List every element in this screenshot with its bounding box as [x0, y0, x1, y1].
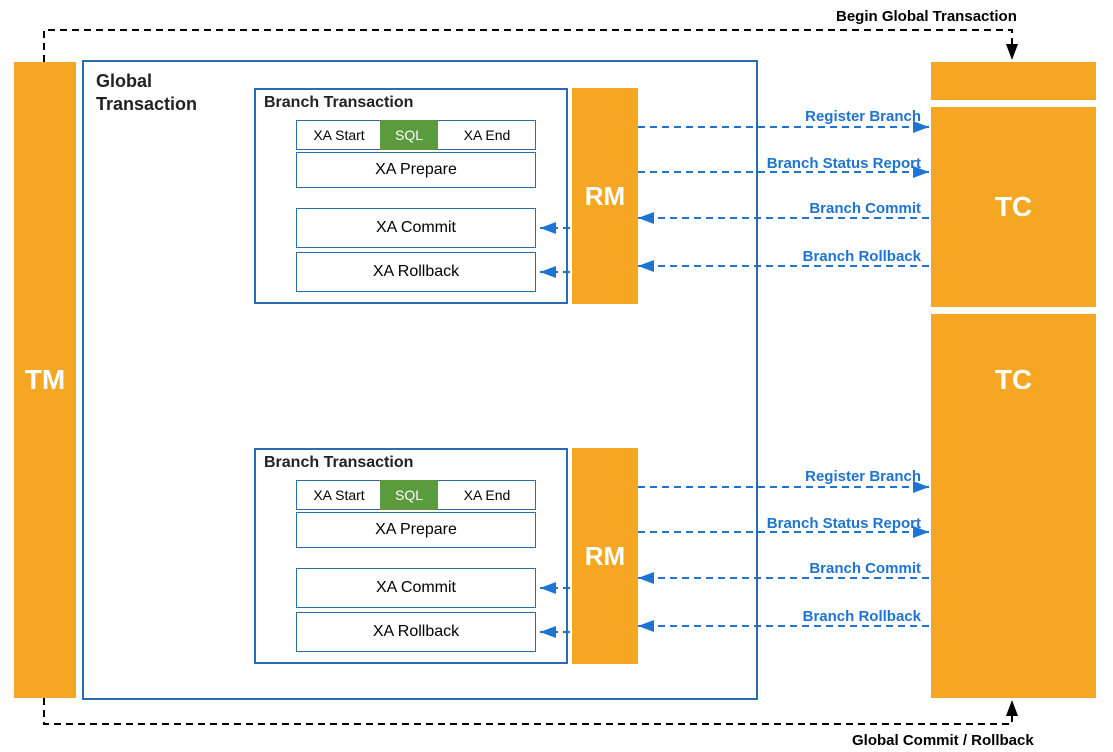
branch-transaction-1-label: Branch Transaction	[264, 94, 413, 112]
branch-status-2-label: Branch Status Report	[767, 515, 921, 532]
tc1-label: TC	[995, 191, 1032, 223]
tm-label: TM	[25, 364, 65, 396]
tc-block-2: TC	[931, 314, 1096, 698]
begin-global-label: Begin Global Transaction	[836, 8, 1017, 25]
edge-global_cr	[44, 698, 1012, 724]
rm1-label: RM	[585, 181, 625, 212]
global-transaction-label: Global Transaction	[96, 70, 197, 115]
branch-rollback-2-label: Branch Rollback	[803, 608, 921, 625]
b2-xa-commit: XA Commit	[296, 568, 536, 608]
global-commit-label: Global Commit / Rollback	[852, 732, 1034, 749]
branch-transaction-2-label: Branch Transaction	[264, 454, 413, 472]
edge-begin	[44, 30, 1012, 62]
b2-xa-start: XA Start	[300, 484, 378, 506]
branch-commit-2-label: Branch Commit	[809, 560, 921, 577]
branch-rollback-1-label: Branch Rollback	[803, 248, 921, 265]
tc2-label: TC	[995, 364, 1032, 396]
b1-rollback-label: XA Rollback	[373, 263, 459, 281]
b2-rollback-label: XA Rollback	[373, 623, 459, 641]
tc-top-bar	[931, 62, 1096, 100]
b2-xa-rollback: XA Rollback	[296, 612, 536, 652]
register-branch-1-label: Register Branch	[805, 108, 921, 125]
b1-xa-commit: XA Commit	[296, 208, 536, 248]
b2-xa-prepare: XA Prepare	[296, 512, 536, 548]
b2-sql: SQL	[380, 480, 438, 510]
b1-xa-rollback: XA Rollback	[296, 252, 536, 292]
b1-xa-start: XA Start	[300, 124, 378, 146]
tm-block: TM	[14, 62, 76, 698]
b1-prepare-label: XA Prepare	[375, 161, 457, 179]
rm2-label: RM	[585, 541, 625, 572]
b2-sql-label: SQL	[395, 487, 423, 503]
b2-prepare-label: XA Prepare	[375, 521, 457, 539]
b1-commit-label: XA Commit	[376, 219, 456, 237]
b1-xa-end: XA End	[448, 124, 526, 146]
b1-sql: SQL	[380, 120, 438, 150]
b1-sql-label: SQL	[395, 127, 423, 143]
b2-commit-label: XA Commit	[376, 579, 456, 597]
register-branch-2-label: Register Branch	[805, 468, 921, 485]
branch-status-1-label: Branch Status Report	[767, 155, 921, 172]
tc-block-1: TC	[931, 107, 1096, 307]
branch-commit-1-label: Branch Commit	[809, 200, 921, 217]
rm-block-2: RM	[572, 448, 638, 664]
b1-xa-prepare: XA Prepare	[296, 152, 536, 188]
rm-block-1: RM	[572, 88, 638, 304]
b2-xa-end: XA End	[448, 484, 526, 506]
